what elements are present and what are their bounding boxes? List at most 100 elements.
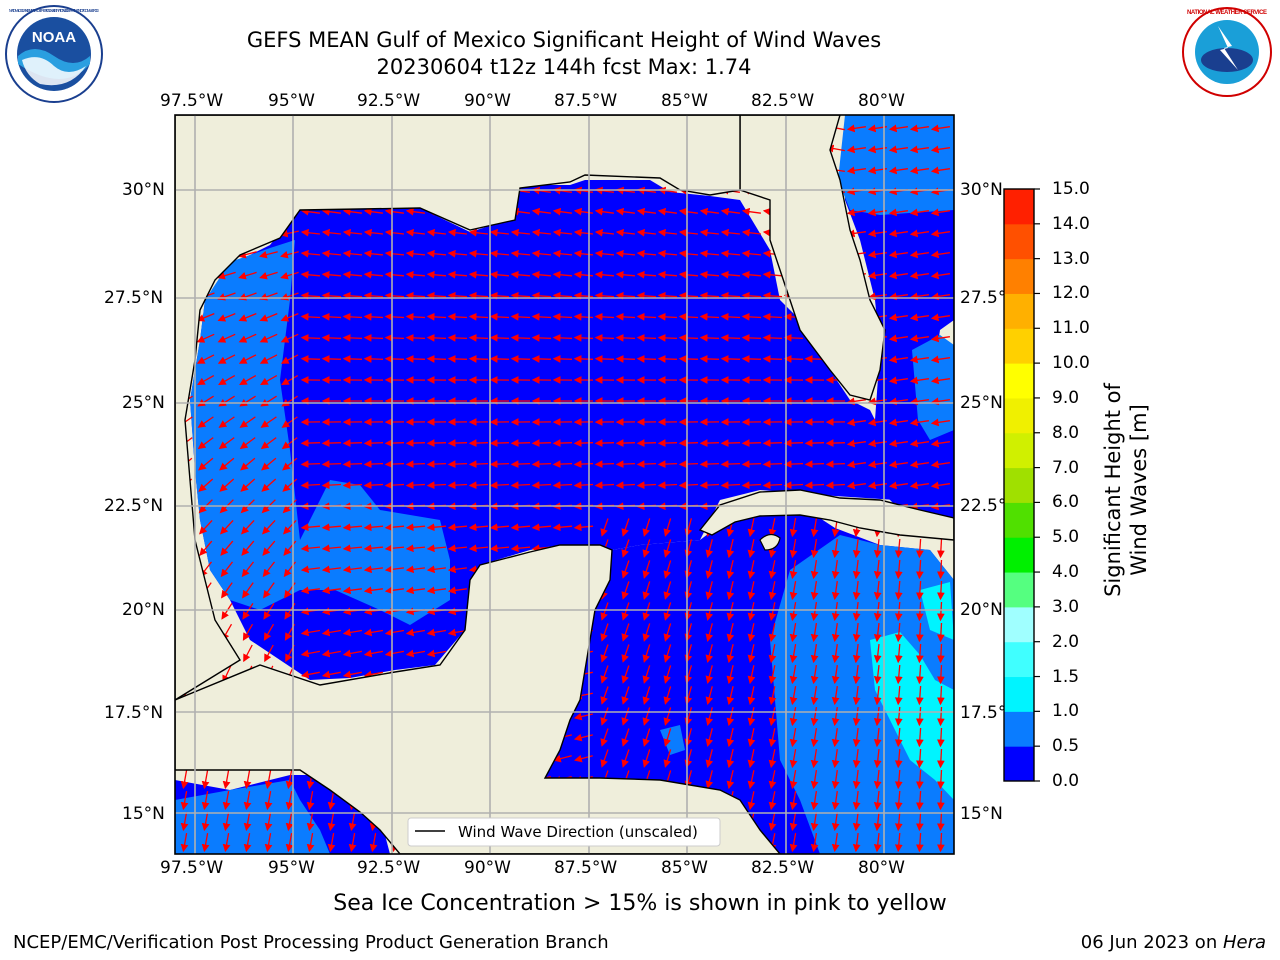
wave-direction-arrow (260, 416, 277, 428)
wave-direction-arrow (384, 333, 405, 342)
wave-direction-arrow (243, 832, 252, 853)
wave-direction-arrow (259, 271, 278, 280)
wave-direction-arrow (768, 602, 777, 622)
lon-tick-top: 92.5°W (357, 91, 421, 111)
wave-direction-arrow (936, 580, 945, 601)
wave-direction-arrow (894, 685, 903, 706)
wave-direction-arrow (873, 749, 882, 769)
wave-direction-arrow (726, 581, 735, 601)
wave-direction-arrow (531, 249, 552, 258)
wave-direction-arrow (663, 665, 672, 684)
wave-direction-arrow (384, 228, 404, 237)
colorbar-segment (1004, 328, 1034, 364)
wave-direction-arrow (573, 291, 594, 300)
wave-direction-arrow (936, 832, 945, 853)
wave-direction-arrow (217, 354, 236, 364)
colorbar-segment (1004, 258, 1034, 294)
wave-direction-arrow (663, 707, 672, 726)
wave-direction-arrow (300, 565, 320, 574)
colorbar-segment (1004, 432, 1034, 469)
wave-direction-arrow (405, 228, 425, 237)
wave-direction-arrow (242, 623, 254, 641)
wave-direction-arrow (747, 665, 756, 685)
wave-direction-arrow (657, 355, 678, 363)
wave-direction-arrow (636, 481, 657, 490)
wave-direction-arrow (426, 355, 447, 363)
wave-direction-arrow (342, 544, 363, 553)
wave-direction-arrow (621, 686, 630, 705)
wave-direction-arrow (321, 481, 342, 490)
wave-direction-arrow (300, 649, 321, 658)
wave-direction-arrow (321, 649, 342, 658)
wave-direction-arrow (915, 706, 924, 727)
wave-direction-arrow (762, 270, 783, 279)
wave-direction-arrow (285, 790, 294, 811)
lat-tick-right: 15°N (960, 804, 1003, 824)
wave-direction-arrow (264, 644, 274, 663)
wave-direction-arrow (747, 728, 756, 748)
wave-direction-arrow (262, 561, 276, 578)
wave-direction-arrow (663, 602, 672, 621)
wave-direction-arrow (663, 644, 672, 663)
wave-direction-arrow (852, 707, 861, 727)
colorbar-segment (1004, 676, 1034, 712)
wave-direction-arrow (300, 355, 321, 363)
wave-direction-arrow (726, 539, 735, 559)
wave-direction-arrow (426, 628, 447, 637)
wave-direction-arrow (280, 354, 299, 364)
colorbar-tick-label: 5.0 (1052, 527, 1080, 548)
wave-direction-arrow (531, 481, 552, 490)
wave-direction-arrow (642, 623, 651, 642)
wave-direction-arrow (594, 481, 615, 490)
wave-direction-arrow (242, 582, 254, 599)
wave-direction-arrow (263, 623, 275, 641)
wave-direction-arrow (810, 559, 819, 580)
wave-direction-arrow (642, 539, 651, 558)
wave-direction-arrow (342, 270, 363, 279)
wave-direction-arrow (342, 312, 363, 321)
wave-direction-arrow (810, 517, 819, 538)
wave-direction-arrow (552, 312, 573, 321)
wave-direction-arrow (789, 811, 798, 832)
wave-direction-arrow (783, 460, 804, 469)
wave-direction-arrow (852, 686, 861, 706)
wave-direction-arrow (783, 333, 804, 342)
wave-direction-arrow (642, 518, 651, 537)
wave-direction-arrow (510, 355, 531, 363)
colorbar-label: Significant Height of Wind Waves [m] (1100, 370, 1160, 610)
wave-direction-arrow (789, 538, 798, 559)
wave-direction-arrow (447, 249, 468, 258)
wave-direction-arrow (342, 565, 362, 574)
wave-direction-arrow (915, 664, 924, 685)
wave-direction-arrow (489, 481, 510, 490)
wave-direction-arrow (510, 228, 530, 237)
wave-direction-arrow (888, 355, 908, 364)
wave-direction-arrow (789, 622, 798, 643)
wave-direction-arrow (342, 628, 363, 637)
wave-direction-arrow (909, 292, 929, 301)
wave-direction-arrow (384, 544, 405, 553)
wave-direction-arrow (789, 685, 798, 706)
wave-direction-arrow (699, 333, 720, 342)
wave-direction-arrow (615, 333, 636, 342)
wave-direction-arrow (657, 228, 677, 237)
map-frame (174, 114, 955, 855)
lat-tick-right: 30°N (960, 180, 1003, 200)
wave-direction-arrow (489, 355, 510, 363)
wave-direction-arrow (531, 333, 552, 342)
wave-direction-arrow (699, 312, 720, 321)
wave-direction-arrow (663, 581, 672, 600)
wave-direction-arrow (300, 249, 321, 258)
wave-direction-arrow (726, 707, 735, 727)
wave-direction-arrow (220, 561, 234, 578)
wave-direction-arrow (831, 686, 840, 706)
wave-direction-arrow (894, 538, 903, 559)
wave-direction-arrow (705, 581, 714, 600)
wave-direction-arrow (705, 539, 714, 558)
wave-direction-arrow (573, 439, 594, 447)
wave-direction-arrow (873, 644, 882, 664)
wave-direction-arrow (510, 270, 531, 279)
wave-direction-arrow (573, 712, 593, 721)
wave-direction-arrow (726, 770, 735, 790)
wave-direction-arrow (894, 748, 903, 769)
